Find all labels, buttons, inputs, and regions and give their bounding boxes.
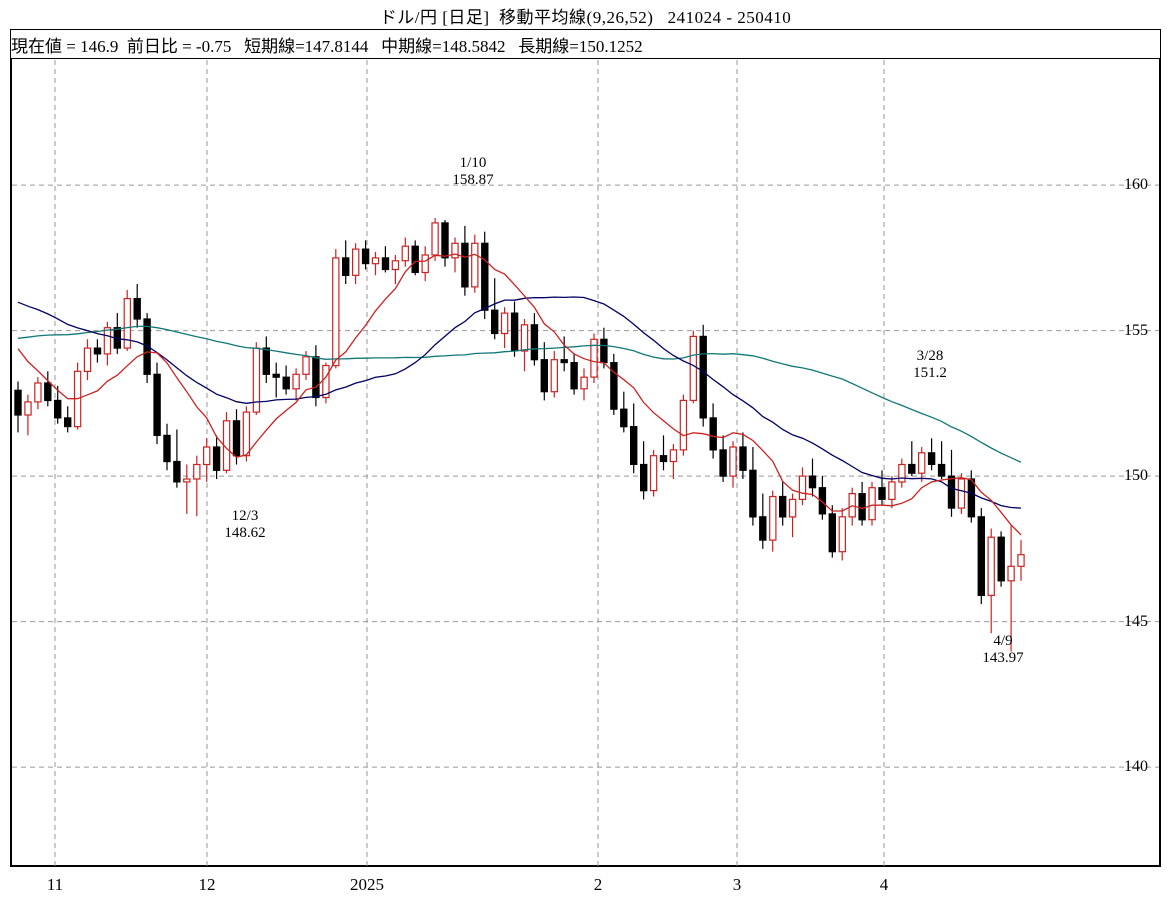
low-label-dec: 12/3 148.62 — [185, 508, 305, 542]
high-label: 1/10 158.87 — [413, 155, 533, 189]
label-mar-value: 151.2 — [913, 365, 947, 381]
high-label-date: 1/10 — [459, 155, 487, 171]
y-axis-tick-140: 140 — [1124, 758, 1148, 776]
x-axis-tick-4: 4 — [879, 875, 889, 894]
page-title: ドル/円 [日足] 移動平均線(9,26,52) 241024 - 250410 — [379, 8, 792, 27]
x-axis-tick-3: 3 — [732, 875, 742, 894]
low-label-apr: 4/9 143.97 — [943, 633, 1063, 667]
y-axis-tick-155: 155 — [1124, 321, 1148, 339]
plot-area — [10, 59, 1161, 867]
info-bar-text: 現在値 = 146.9 前日比 = -0.75 短期線=147.8144 中期線… — [11, 36, 643, 56]
low-label-dec-value: 148.62 — [224, 525, 266, 541]
gridlines — [12, 60, 1159, 866]
x-axis-tick-12: 12 — [198, 875, 216, 894]
info-bar: 現在値 = 146.9 前日比 = -0.75 短期線=147.8144 中期線… — [10, 29, 1161, 59]
low-label-apr-date: 4/9 — [993, 633, 1013, 649]
long-ma-line — [17, 325, 1022, 463]
low-label-apr-value: 143.97 — [982, 650, 1024, 666]
label-mar-date: 3/28 — [916, 348, 944, 364]
label-mar: 3/28 151.2 — [870, 348, 990, 382]
mid-ma-line — [17, 296, 1022, 509]
candlestick-series — [14, 218, 1025, 652]
y-axis-tick-145: 145 — [1124, 612, 1148, 630]
x-axis-tick-2: 2 — [593, 875, 603, 894]
y-axis-tick-150: 150 — [1124, 467, 1148, 485]
y-axis-tick-160: 160 — [1124, 176, 1148, 194]
high-label-value: 158.87 — [452, 172, 494, 188]
x-axis-tick-2025: 2025 — [350, 875, 384, 894]
short-ma-line — [17, 253, 1022, 536]
low-label-dec-date: 12/3 — [231, 508, 259, 524]
x-axis-tick-11: 11 — [46, 875, 64, 894]
